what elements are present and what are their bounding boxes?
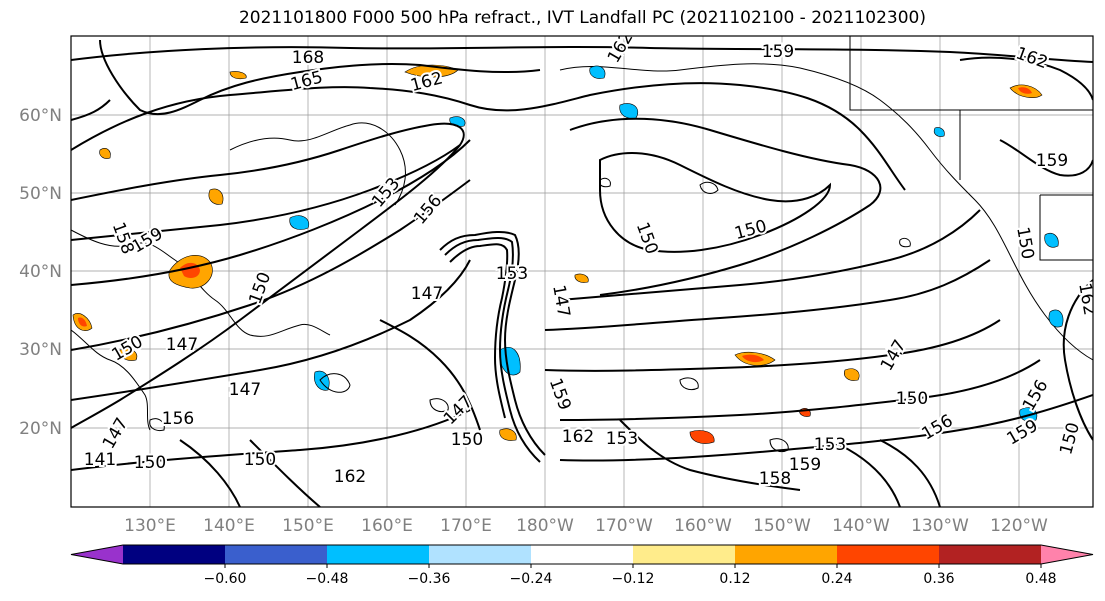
gridlines [71, 36, 1093, 507]
contour-value-label: 147 [229, 380, 261, 400]
longitude-label: 160°E [361, 516, 413, 536]
longitude-label: 180°W [516, 516, 574, 536]
contour-value-label: 147 [166, 335, 198, 355]
latitude-label: 30°N [19, 340, 62, 360]
longitude-label: 150°E [282, 516, 334, 536]
contour-value-label: 150 [244, 450, 276, 470]
longitude-label: 170°W [595, 516, 653, 536]
shaded-anomalies [72, 64, 1064, 444]
colorbar: −0.60 −0.48 −0.36 −0.24 −0.12 0.12 0.24 0.36 0.4… [70, 544, 1094, 587]
contour-value-label: 150 [896, 389, 928, 409]
colorbar-segment [123, 545, 226, 564]
longitude-label: 150°W [753, 516, 811, 536]
latitude-label: 20°N [19, 419, 62, 439]
contour-value-label: 150 [451, 430, 483, 450]
latitude-labels: 60°N 50°N 40°N 30°N 20°N [19, 106, 62, 439]
contour-value-label: 158 [759, 469, 791, 489]
colorbar-tick-label: −0.24 [510, 571, 553, 587]
colorbar-outline [70, 544, 1094, 565]
longitude-label: 140°E [203, 516, 255, 536]
colorbar-segment [735, 545, 838, 564]
contour-value-label: 153 [814, 435, 846, 455]
longitude-label: 130°E [124, 516, 176, 536]
colorbar-segment [225, 545, 328, 564]
contour-value-label: 168 [292, 48, 324, 68]
longitude-label: 130°W [911, 516, 969, 536]
colorbar-segment [327, 545, 430, 564]
colorbar-tick-label: −0.12 [612, 571, 655, 587]
colorbar-tick-label: 0.12 [719, 571, 750, 587]
colorbar-tick-label: 0.48 [1025, 571, 1056, 587]
contour-value-label: 156 [162, 409, 194, 429]
contour-value-label: 159 [1036, 151, 1068, 171]
contour-value-label: 159 [789, 455, 821, 475]
latitude-label: 40°N [19, 262, 62, 282]
colorbar-segment [837, 545, 940, 564]
map-frame [70, 35, 1094, 508]
contour-value-label: 159 [762, 42, 794, 62]
colorbar-segment [429, 545, 532, 564]
contour-value-label: 153 [606, 429, 638, 449]
contour-value-label: 162 [562, 427, 594, 447]
map-panel [71, 36, 1093, 507]
latitude-label: 50°N [19, 184, 62, 204]
contour-detail [149, 177, 911, 453]
colorbar-segment [633, 545, 736, 564]
longitude-label: 160°W [674, 516, 732, 536]
contour-value-label: 147 [411, 284, 443, 304]
contour-value-label: 162 [334, 467, 366, 487]
colorbar-segment [939, 545, 1042, 564]
colorbar-tick-label: 0.36 [923, 571, 954, 587]
colorbar-segment [531, 545, 634, 564]
colorbar-extend-low [71, 545, 123, 564]
colorbar-tick-label: 0.24 [821, 571, 852, 587]
contour-value-label: 150 [134, 453, 166, 473]
colorbar-tick-label: −0.60 [204, 571, 247, 587]
longitude-label: 120°W [990, 516, 1048, 536]
colorbar-extend-high [1041, 545, 1093, 564]
contour-value-label: 153 [496, 264, 528, 284]
map-title: 2021101800 F000 500 hPa refract., IVT La… [238, 8, 926, 28]
colorbar-tick-label: −0.48 [306, 571, 349, 587]
longitude-label: 170°E [440, 516, 492, 536]
colorbar-tick-label: −0.36 [408, 571, 451, 587]
contour-value-label: 141 [84, 450, 116, 470]
contour-lines [71, 39, 1093, 507]
latitude-label: 60°N [19, 106, 62, 126]
longitude-labels: 130°E 140°E 150°E 160°E 170°E 180°W 170°W 160°W… [124, 516, 1048, 536]
longitude-label: 140°W [832, 516, 890, 536]
